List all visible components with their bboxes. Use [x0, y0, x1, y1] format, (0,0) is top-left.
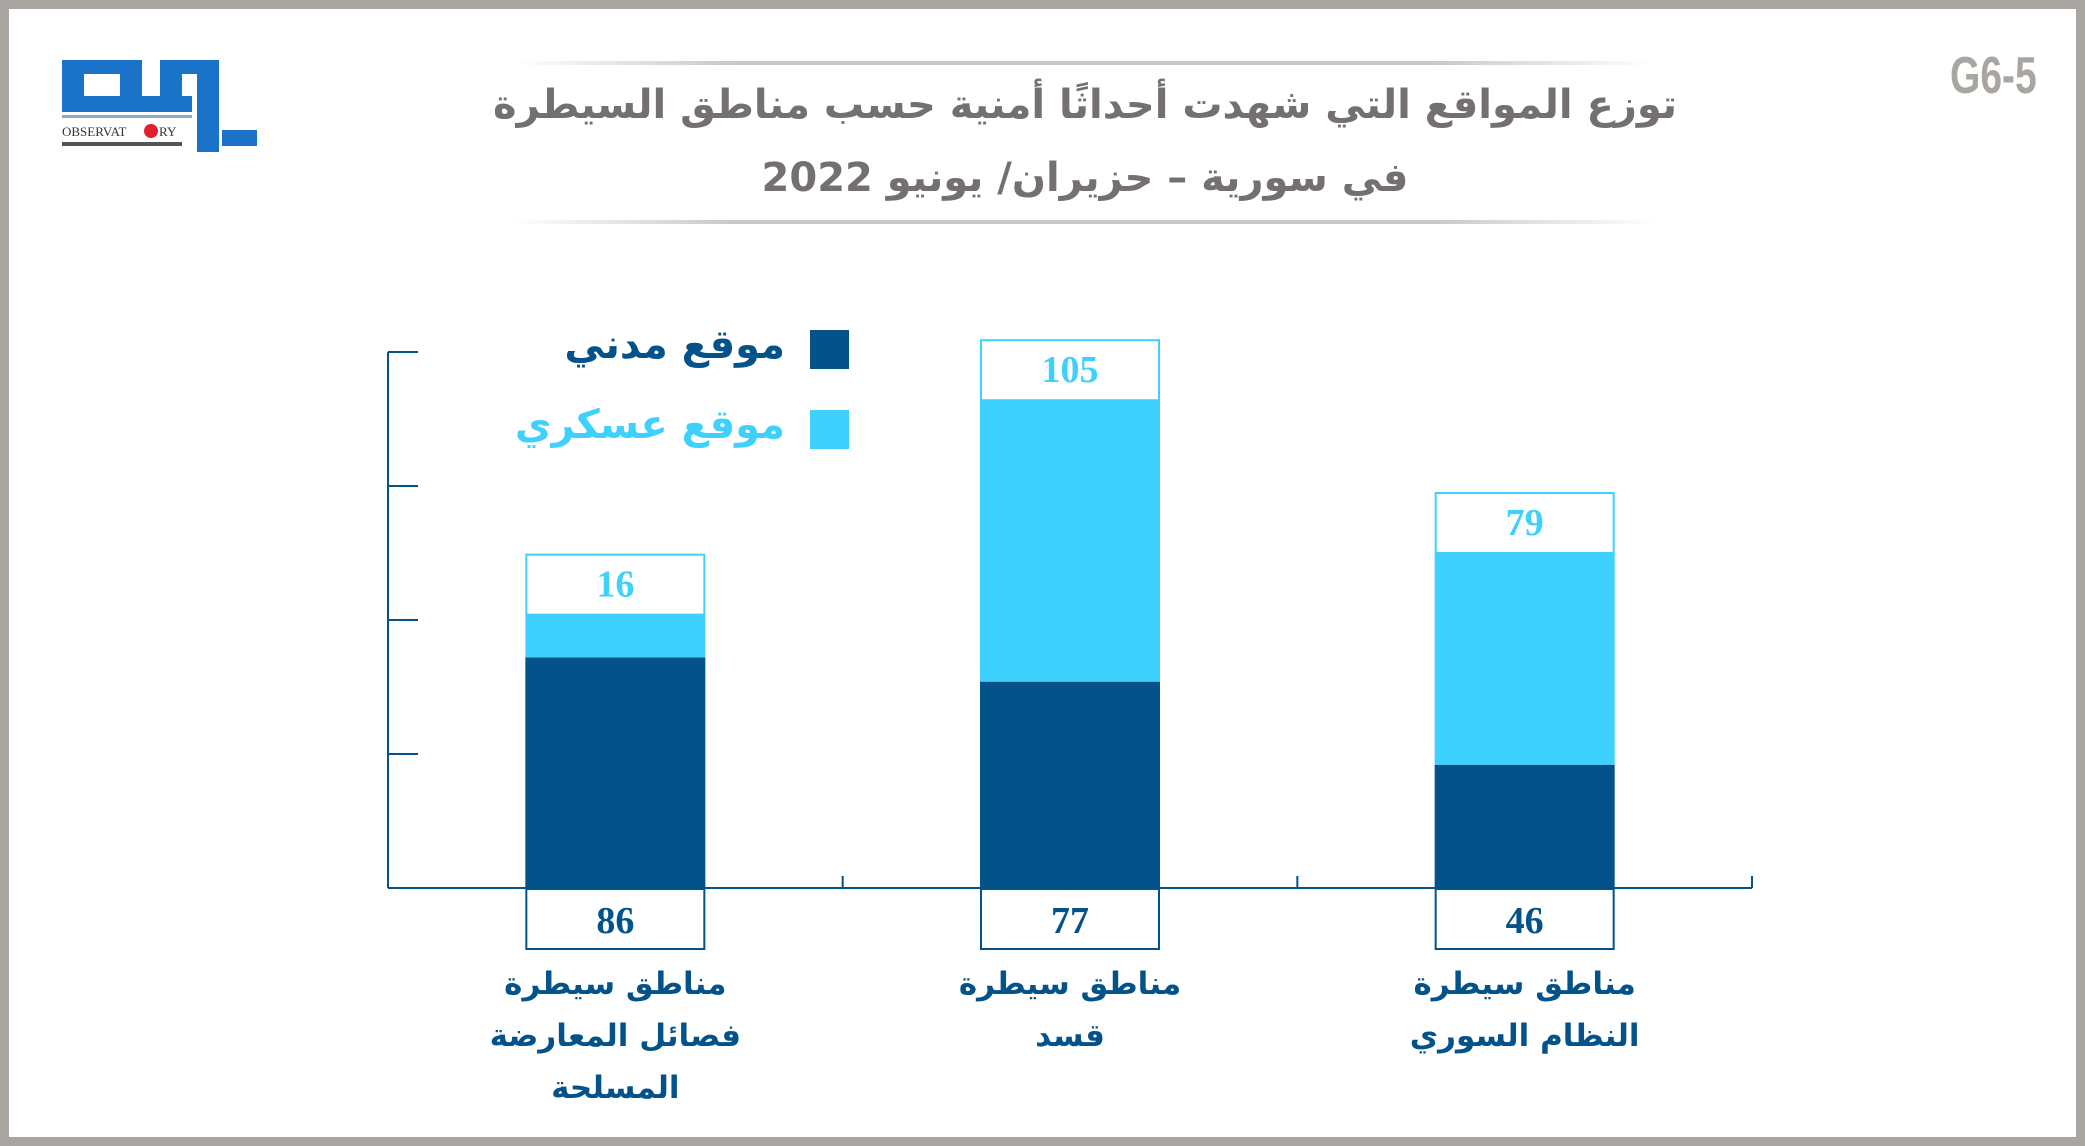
bar-military: [980, 400, 1160, 682]
value-box-military: [980, 339, 1160, 402]
svg-text:OBSERVAT: OBSERVAT: [62, 124, 127, 139]
x-tick-label-line: فصائل المعارضة: [489, 1018, 742, 1054]
data-label-military: 105: [1042, 349, 1099, 391]
bar-military: [525, 614, 706, 658]
svg-text:RY: RY: [159, 124, 177, 139]
data-label-military: 79: [1506, 502, 1544, 544]
chart-title: توزع المواقع التي شهدت أحداثًا أمنية حسب…: [492, 82, 1677, 128]
x-tick-label: مناطق سيطرة قسد: [900, 958, 1240, 1062]
data-label-military: 16: [596, 564, 634, 606]
legend-label-military: موقع عسكري: [514, 402, 785, 448]
bar-civil: [980, 681, 1160, 888]
value-box-military: [1434, 492, 1615, 554]
x-tick-label-line: مناطق سيطرة: [504, 966, 727, 1002]
bar-military: [1434, 553, 1615, 765]
bar-civil: [1434, 764, 1615, 888]
figure-code: G6-5: [1950, 47, 2037, 105]
legend-swatch-military: [810, 410, 849, 449]
value-box-civil: [1434, 888, 1615, 950]
value-box-military: [525, 553, 706, 616]
value-box-civil: [980, 888, 1160, 950]
title-rule-top: [512, 61, 1656, 65]
x-tick-label-line: مناطق سيطرة: [958, 966, 1182, 1002]
data-label-civil: 46: [1506, 900, 1544, 942]
x-tick-label-line: مناطق سيطرة: [1413, 966, 1636, 1002]
legend-swatch-civil: [810, 330, 849, 369]
x-tick-label-line: النظام السوري: [1409, 1018, 1640, 1054]
observatory-logo: OBSERVAT RY: [62, 60, 257, 152]
x-tick-label-line: قسد: [1035, 1018, 1105, 1054]
x-tick-label: مناطق سيطرة النظام السوري: [1355, 958, 1695, 1062]
x-tick-label-line: المسلحة: [551, 1070, 680, 1106]
x-tick-label: مناطق سيطرة فصائل المعارضة المسلحة: [445, 958, 785, 1114]
data-label-civil: 77: [1051, 900, 1089, 942]
value-box-civil: [525, 888, 706, 950]
title-rule-bottom: [512, 220, 1656, 224]
chart-subtitle: في سورية – حزيران/ يونيو 2022: [761, 155, 1409, 201]
bar-civil: [525, 657, 706, 888]
legend-label-civil: موقع مدني: [564, 322, 785, 368]
data-label-civil: 86: [596, 900, 634, 942]
